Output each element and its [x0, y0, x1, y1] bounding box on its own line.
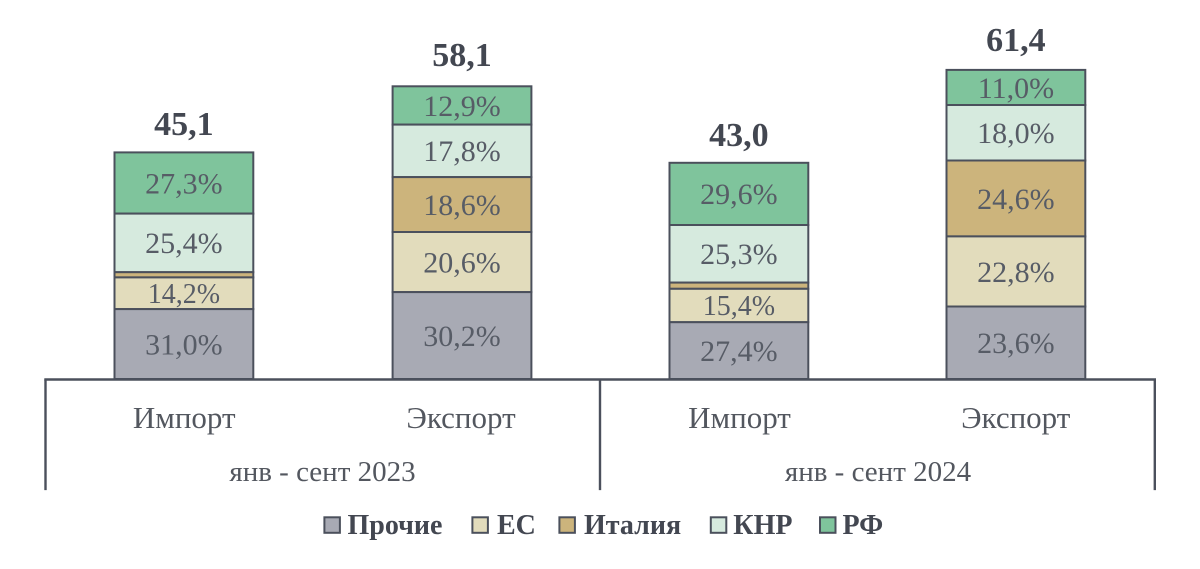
- svg-text:Экспорт: Экспорт: [406, 400, 516, 435]
- svg-text:22,8%: 22,8%: [977, 256, 1055, 289]
- svg-text:29,6%: 29,6%: [700, 178, 778, 211]
- svg-text:17,8%: 17,8%: [423, 135, 501, 168]
- svg-text:18,6%: 18,6%: [423, 189, 501, 222]
- svg-text:43,0: 43,0: [709, 117, 769, 154]
- svg-text:30,2%: 30,2%: [423, 320, 501, 353]
- svg-text:25,3%: 25,3%: [700, 238, 778, 271]
- svg-text:31,0%: 31,0%: [145, 328, 223, 361]
- svg-text:15,4%: 15,4%: [703, 291, 775, 322]
- svg-text:Прочие: Прочие: [348, 510, 443, 541]
- svg-text:янв - сент 2024: янв - сент 2024: [785, 456, 972, 488]
- svg-text:25,4%: 25,4%: [145, 227, 223, 260]
- svg-text:14,2%: 14,2%: [148, 279, 220, 310]
- svg-text:ЕС: ЕС: [497, 510, 536, 541]
- svg-text:20,6%: 20,6%: [423, 246, 501, 279]
- svg-text:27,3%: 27,3%: [145, 167, 223, 200]
- svg-text:18,0%: 18,0%: [977, 117, 1055, 150]
- svg-text:24,6%: 24,6%: [977, 183, 1055, 216]
- svg-text:РФ: РФ: [843, 510, 884, 541]
- svg-text:23,6%: 23,6%: [977, 327, 1055, 360]
- svg-text:45,1: 45,1: [154, 106, 214, 143]
- svg-text:Импорт: Импорт: [688, 400, 791, 435]
- svg-text:58,1: 58,1: [432, 37, 492, 74]
- svg-text:12,9%: 12,9%: [423, 90, 501, 123]
- svg-text:11,0%: 11,0%: [978, 72, 1054, 105]
- svg-text:янв - сент 2023: янв - сент 2023: [229, 456, 415, 488]
- svg-text:КНР: КНР: [733, 510, 792, 541]
- svg-text:Италия: Италия: [584, 510, 681, 541]
- svg-text:61,4: 61,4: [986, 22, 1046, 59]
- svg-text:Экспорт: Экспорт: [961, 400, 1071, 435]
- svg-text:27,4%: 27,4%: [700, 335, 778, 368]
- svg-text:Импорт: Импорт: [133, 400, 236, 435]
